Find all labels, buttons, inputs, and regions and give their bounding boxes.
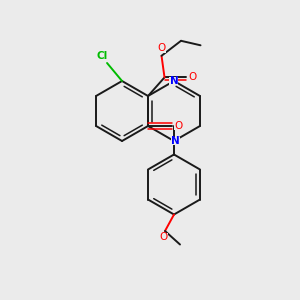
Text: Cl: Cl bbox=[97, 51, 108, 62]
Bar bbox=[174, 122, 183, 130]
Text: N: N bbox=[169, 76, 178, 86]
Text: O: O bbox=[158, 43, 166, 53]
Text: O: O bbox=[189, 72, 197, 82]
Bar bbox=[169, 77, 178, 85]
Bar bbox=[188, 74, 197, 81]
Bar bbox=[171, 137, 180, 145]
Text: N: N bbox=[171, 136, 180, 146]
Text: O: O bbox=[159, 232, 168, 242]
Bar bbox=[159, 233, 168, 240]
Bar bbox=[157, 46, 166, 53]
Text: O: O bbox=[175, 121, 183, 131]
